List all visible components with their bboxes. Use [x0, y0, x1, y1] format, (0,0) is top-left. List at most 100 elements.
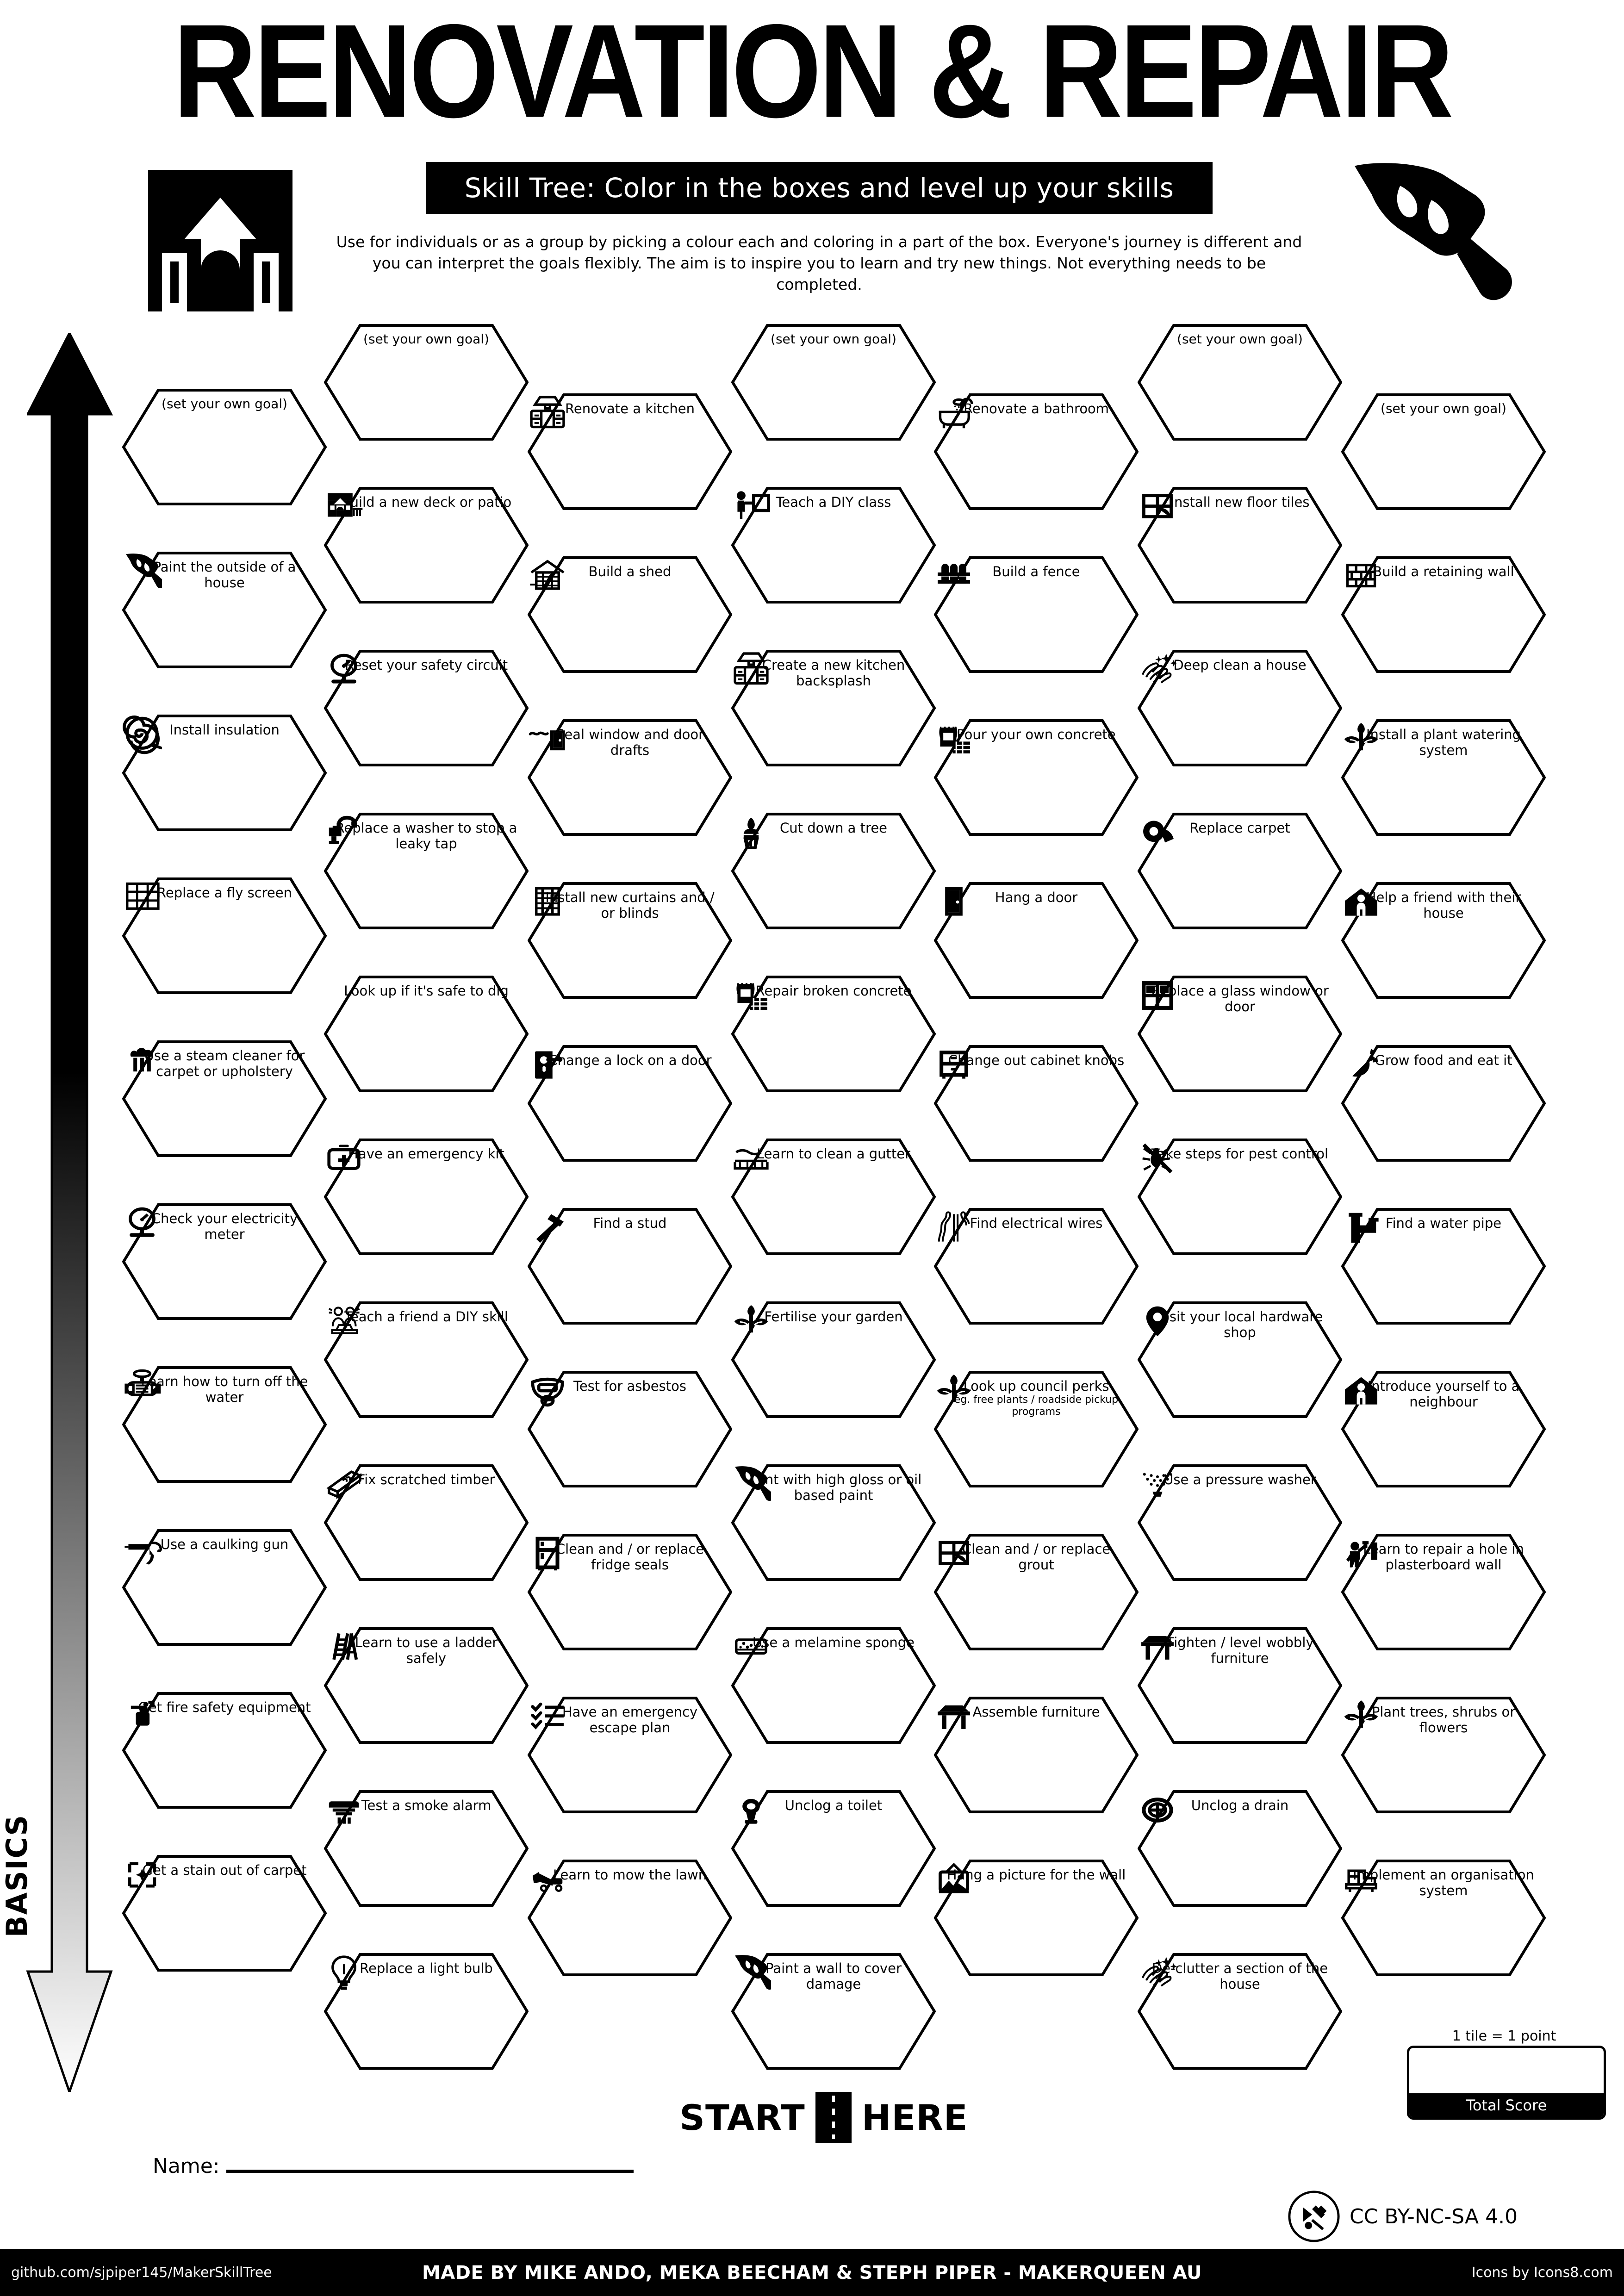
skill-tile[interactable]: Plant trees, shrubs or flowers	[1341, 1697, 1546, 1813]
skill-tile-label: Reset your safety circuit	[344, 657, 508, 673]
skill-tile-label: Visit your local hardware shop	[1157, 1309, 1323, 1340]
total-score-box[interactable]: Total Score	[1407, 2046, 1606, 2120]
skill-tile[interactable]: Paint with high gloss or oil based paint	[731, 1464, 936, 1581]
skill-tile[interactable]: Use a caulking gun	[122, 1529, 327, 1646]
skill-tile[interactable]: Clean and / or replace grout	[934, 1534, 1139, 1650]
skill-tile[interactable]: Test for asbestos	[528, 1371, 732, 1487]
skill-tile[interactable]: Build a retaining wall	[1341, 556, 1546, 673]
skill-tile[interactable]: Use a steam cleaner for carpet or uphols…	[122, 1040, 327, 1157]
subtitle-text: Skill Tree: Color in the boxes and level…	[464, 172, 1174, 204]
skill-tile[interactable]: Build a new deck or patio	[324, 487, 529, 604]
skill-tile[interactable]: Build a shed	[528, 556, 732, 673]
skill-tile[interactable]: Find a water pipe	[1341, 1208, 1546, 1325]
skill-tile[interactable]: Use a pressure washer	[1138, 1464, 1342, 1581]
skill-tile-label: Learn to clean a gutter	[756, 1146, 911, 1162]
skill-tile[interactable]: (set your own goal)	[324, 324, 529, 441]
goal-placeholder-label: (set your own goal)	[1381, 401, 1506, 416]
skill-tile[interactable]: Install new curtains and / or blinds	[528, 882, 732, 999]
skill-tile-label: Teach a DIY class	[776, 494, 891, 510]
skill-tile[interactable]: De-clutter a section of the house	[1138, 1953, 1342, 2070]
difficulty-axis: ADVANCED BASICS	[0, 333, 120, 2092]
skill-tile[interactable]: Assemble furniture	[934, 1697, 1139, 1813]
skill-tile[interactable]: Replace a glass window or door	[1138, 976, 1342, 1092]
skill-tile[interactable]: Find electrical wires	[934, 1208, 1139, 1325]
skill-tile[interactable]: Deep clean a house	[1138, 650, 1342, 766]
skill-tile[interactable]: Replace a washer to stop a leaky tap	[324, 813, 529, 929]
skill-tile[interactable]: Introduce yourself to a neighbour	[1341, 1371, 1546, 1487]
skill-tile[interactable]: Renovate a kitchen	[528, 393, 732, 510]
cc-badge-icon	[1288, 2190, 1340, 2242]
skill-tile-label: Paint with high gloss or oil based paint	[745, 1472, 922, 1503]
skill-tile[interactable]: Grow food and eat it	[1341, 1045, 1546, 1162]
skill-tile[interactable]: Reset your safety circuit	[324, 650, 529, 766]
skill-tile[interactable]: Replace a light bulb	[324, 1953, 529, 2070]
skill-tile[interactable]: Seal window and door drafts	[528, 719, 732, 836]
name-field[interactable]: Name:	[153, 2154, 634, 2178]
skill-tile[interactable]: Implement an organisation system	[1341, 1860, 1546, 1976]
skill-tile[interactable]: Build a fence	[934, 556, 1139, 673]
skill-tile-label: Unclog a drain	[1191, 1798, 1289, 1813]
skill-tile[interactable]: Look up council perks eg. free plants / r…	[934, 1371, 1139, 1487]
skill-tile[interactable]: Learn to use a ladder safely	[324, 1627, 529, 1744]
skill-tile[interactable]: Install insulation	[122, 715, 327, 831]
skill-tile[interactable]: Cut down a tree	[731, 813, 936, 929]
intro-paragraph: Use for individuals or as a group by pic…	[336, 233, 1302, 293]
skill-tile-label: Replace a washer to stop a leaky tap	[335, 820, 517, 852]
goal-placeholder-label: (set your own goal)	[771, 331, 896, 347]
skill-tile[interactable]: Hang a door	[934, 882, 1139, 999]
skill-tile[interactable]: Check your electricity meter	[122, 1203, 327, 1320]
skill-tile[interactable]: Use a melamine sponge	[731, 1627, 936, 1744]
skill-tile[interactable]: Unclog a toilet	[731, 1790, 936, 1907]
skill-tile[interactable]: Teach a DIY class	[731, 487, 936, 604]
skill-tile[interactable]: Change out cabinet knobs	[934, 1045, 1139, 1162]
skill-tile[interactable]: Have an emergency kit	[324, 1139, 529, 1255]
skill-tile[interactable]: Tighten / level wobbly furniture	[1138, 1627, 1342, 1744]
skill-tile[interactable]: Hang a picture for the wall	[934, 1860, 1139, 1976]
skill-tile[interactable]: Renovate a bathroom	[934, 393, 1139, 510]
skill-tile[interactable]: Visit your local hardware shop	[1138, 1301, 1342, 1418]
skill-tile[interactable]: (set your own goal)	[731, 324, 936, 441]
skill-tile-label: De-clutter a section of the house	[1151, 1960, 1328, 1992]
skill-tile[interactable]: Get a stain out of carpet	[122, 1855, 327, 1972]
repo-link[interactable]: github.com/sjpiper145/MakerSkillTree	[11, 2265, 272, 2281]
skill-tile[interactable]: Install a plant watering system	[1341, 719, 1546, 836]
skill-tile[interactable]: Test a smoke alarm	[324, 1790, 529, 1907]
skill-tile[interactable]: Paint the outside of a house	[122, 552, 327, 668]
skill-tile[interactable]: Replace a fly screen	[122, 877, 327, 994]
skill-tile[interactable]: Fix scratched timber	[324, 1464, 529, 1581]
name-write-line[interactable]	[226, 2170, 634, 2173]
skill-tile[interactable]: Take steps for pest control	[1138, 1139, 1342, 1255]
skill-tile[interactable]: Install new floor tiles	[1138, 487, 1342, 604]
skill-tile[interactable]: Unclog a drain	[1138, 1790, 1342, 1907]
skill-tile[interactable]: (set your own goal)	[1341, 393, 1546, 510]
skill-tile[interactable]: (set your own goal)	[1138, 324, 1342, 441]
skill-tile[interactable]: Learn to mow the lawn	[528, 1860, 732, 1976]
skill-tile-label: Hang a door	[995, 890, 1078, 905]
icons-credit[interactable]: Icons by Icons8.com	[1471, 2265, 1613, 2281]
skill-tile-label: Get fire safety equipment	[138, 1699, 311, 1715]
skill-tile[interactable]: Clean and / or replace fridge seals	[528, 1534, 732, 1650]
skill-tile[interactable]: Learn how to turn off the water	[122, 1366, 327, 1483]
page-title: RENOVATION & REPAIR	[173, 0, 1454, 145]
skill-tile[interactable]: Help a friend with their house	[1341, 882, 1546, 999]
skill-tile-label: Learn to use a ladder safely	[355, 1635, 498, 1666]
skill-tile[interactable]: Replace carpet	[1138, 813, 1342, 929]
skill-tile[interactable]: (set your own goal)	[122, 389, 327, 505]
skill-tile[interactable]: Paint a wall to cover damage	[731, 1953, 936, 2070]
skill-tile[interactable]: Learn to clean a gutter	[731, 1139, 936, 1255]
skill-tile[interactable]: Look up if it's safe to dig	[324, 976, 529, 1092]
skill-tile[interactable]: Fertilise your garden	[731, 1301, 936, 1418]
skill-tile-label: Learn how to turn off the water	[141, 1374, 308, 1405]
skill-tile[interactable]: Pour your own concrete	[934, 719, 1139, 836]
skill-tile[interactable]: Learn to repair a hole in plasterboard w…	[1341, 1534, 1546, 1650]
skill-tile[interactable]: Repair broken concrete	[731, 976, 936, 1092]
skill-tile[interactable]: Teach a friend a DIY skill	[324, 1301, 529, 1418]
skill-tile[interactable]: Have an emergency escape plan	[528, 1697, 732, 1813]
skill-tile[interactable]: Create a new kitchen backsplash	[731, 650, 936, 766]
skill-tile[interactable]: Get fire safety equipment	[122, 1692, 327, 1809]
skill-tile-label: Install new floor tiles	[1170, 494, 1310, 510]
skill-tile-label: Build a retaining wall	[1373, 564, 1514, 579]
skill-tile[interactable]: Change a lock on a door	[528, 1045, 732, 1162]
skill-tile[interactable]: Find a stud	[528, 1208, 732, 1325]
subtitle-banner: Skill Tree: Color in the boxes and level…	[426, 162, 1213, 214]
